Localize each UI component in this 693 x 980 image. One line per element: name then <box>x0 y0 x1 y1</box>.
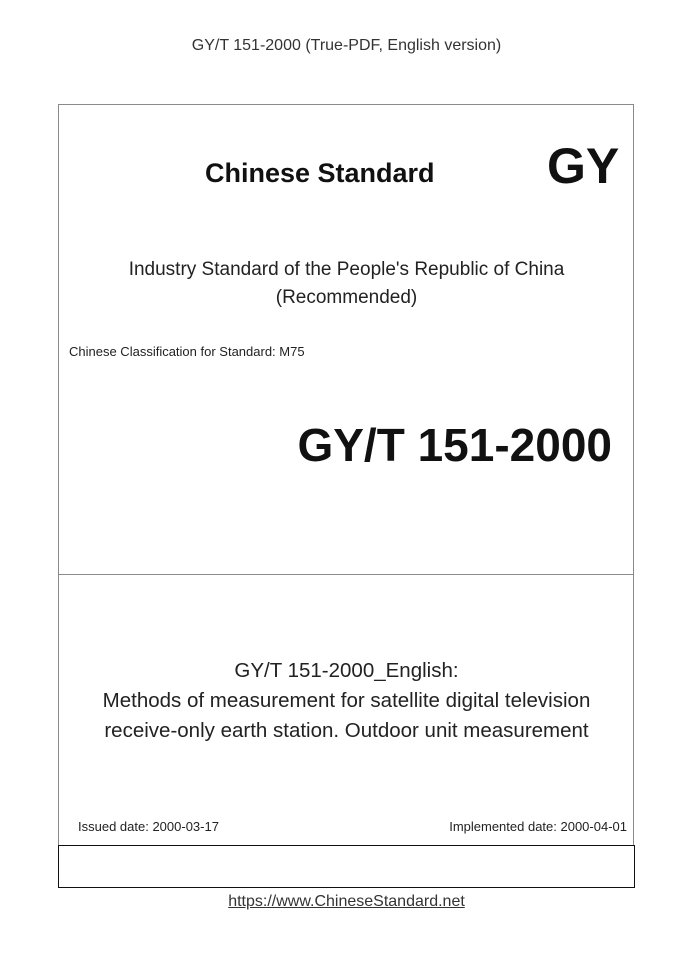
standard-number: GY/T 151-2000 <box>297 419 612 471</box>
divider <box>58 574 634 575</box>
recommended-label: (Recommended) <box>275 287 418 308</box>
industry-line: Industry Standard of the People's Republ… <box>128 259 565 280</box>
brand-title: Chinese Standard <box>205 158 435 188</box>
classification: Chinese Classification for Standard: M75 <box>69 344 305 359</box>
page-header: GY/T 151-2000 (True-PDF, English version… <box>191 37 502 54</box>
code-short: GY <box>547 138 620 194</box>
implemented-date: Implemented date: 2000-04-01 <box>449 819 627 834</box>
title-line-2: Methods of measurement for satellite dig… <box>102 689 591 712</box>
title-line-1: GY/T 151-2000_English: <box>234 659 459 682</box>
issued-date: Issued date: 2000-03-17 <box>78 819 219 834</box>
website-link[interactable]: https://www.ChineseStandard.net <box>228 893 465 910</box>
footer-box <box>58 845 635 888</box>
title-line-3: receive-only earth station. Outdoor unit… <box>104 719 589 742</box>
